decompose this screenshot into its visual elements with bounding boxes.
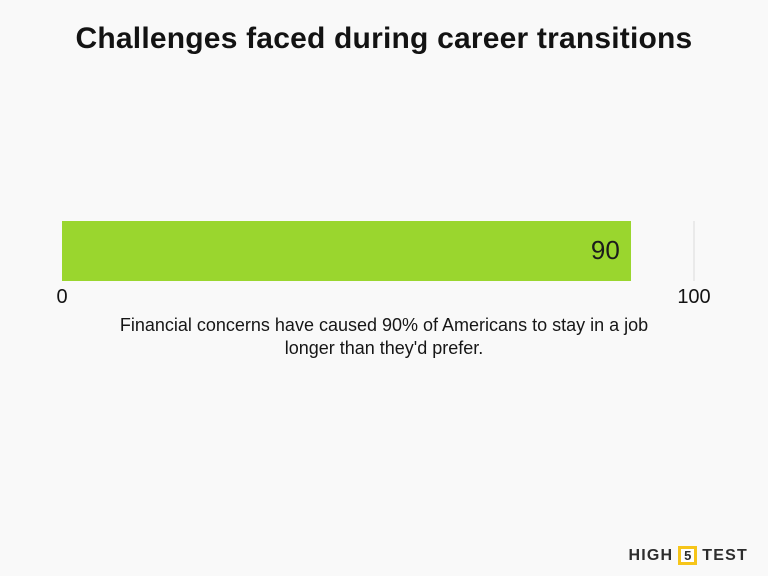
caption-line-2: longer than they'd prefer. — [284, 338, 484, 358]
logo-number-box: 5 — [678, 546, 698, 565]
bar-value-label: 90 — [590, 234, 620, 265]
plot-area: 90 0 100 — [56, 221, 711, 308]
chart-caption: Financial concerns have caused 90% of Am… — [44, 314, 724, 360]
gridline-100 — [693, 221, 695, 281]
caption-line-1: Financial concerns have caused 90% of Am… — [119, 315, 649, 335]
chart-title: Challenges faced during career transitio… — [75, 22, 693, 55]
tick-label-100: 100 — [677, 286, 711, 308]
tick-label-0: 0 — [56, 286, 68, 308]
logo-text-high: HIGH — [628, 546, 674, 564]
logo-text-test: TEST — [702, 546, 748, 564]
bar: 90 — [62, 221, 631, 281]
high5test-logo: HIGH 5 TEST — [628, 546, 748, 565]
